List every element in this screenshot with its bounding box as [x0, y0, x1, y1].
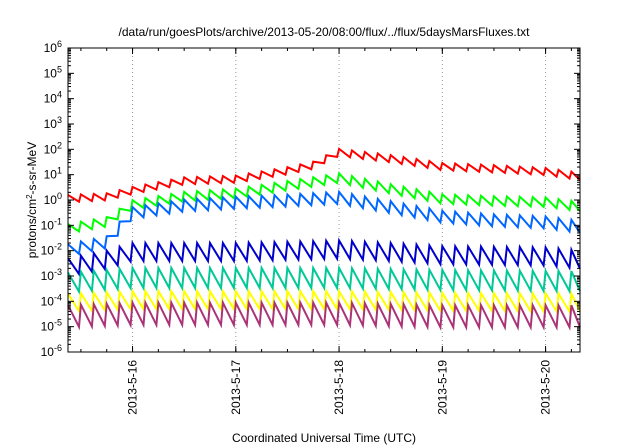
y-tick-label: 106	[44, 39, 62, 55]
y-axis-label-sup: 2	[25, 194, 34, 199]
x-tick-label: 2013-5-17	[229, 360, 243, 415]
y-tick-label: 102	[44, 140, 62, 156]
x-tick-label: 2013-5-16	[126, 360, 140, 415]
series-line-7	[67, 299, 581, 331]
chart-title: /data/run/goesPlots/archive/2013-05-20/0…	[119, 25, 531, 39]
x-axis-label: Coordinated Universal Time (UTC)	[232, 431, 416, 445]
x-tick-label: 2013-5-18	[332, 360, 346, 415]
y-axis: 10-6 10-5 10-4 10-3 10-2 10-1 100 101 102 103 104 1…	[41, 39, 580, 359]
series-line-5	[67, 264, 581, 295]
y-tick-label: 10-1	[41, 216, 62, 232]
x-tick-label: 2013-5-20	[539, 360, 553, 415]
y-axis-label-rest: -s-sr-MeV	[25, 142, 39, 195]
y-tick-label: 10-5	[41, 318, 62, 334]
y-tick-label: 100	[44, 191, 62, 207]
y-tick-label: 10-4	[41, 292, 62, 308]
y-tick-label: 101	[44, 166, 62, 182]
y-tick-label: 10-3	[41, 267, 62, 283]
y-tick-label: 105	[44, 64, 62, 80]
series-line-1	[67, 147, 581, 204]
series-line-2	[67, 171, 581, 234]
y-tick-label: 10-6	[41, 343, 62, 359]
x-tick-label: 2013-5-19	[435, 360, 449, 415]
series-line-4	[67, 237, 581, 277]
y-axis-label-base: protons/cm	[25, 199, 39, 258]
series-group	[67, 147, 581, 331]
y-tick-label: 104	[44, 90, 62, 106]
y-tick-label: 10-2	[41, 242, 62, 258]
x-axis: 2013-5-16 2013-5-17 2013-5-18 2013-5-19 2013…	[80, 48, 572, 415]
y-axis-label: protons/cm2-s-sr-MeV	[25, 142, 40, 258]
y-tick-label: 103	[44, 115, 62, 131]
series-line-6	[67, 288, 581, 315]
series-line-3	[67, 189, 581, 256]
